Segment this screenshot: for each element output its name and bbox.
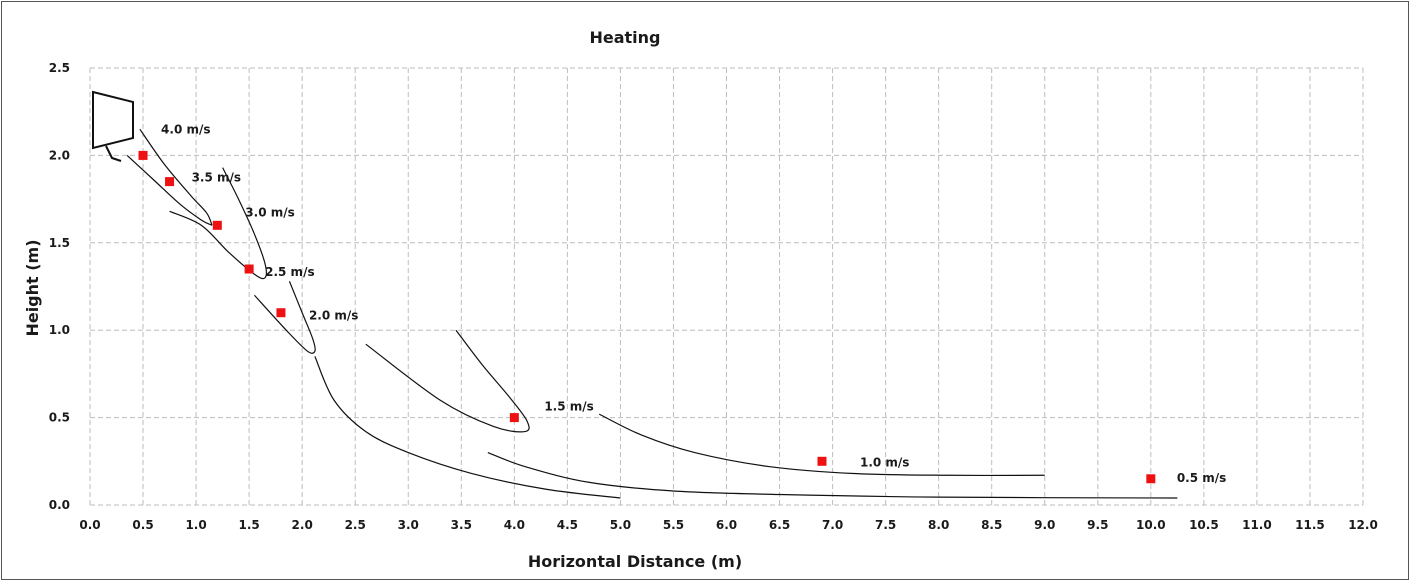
x-tick-label: 2.5: [345, 518, 366, 532]
x-tick-label: 3.0: [398, 518, 419, 532]
x-tick-label: 11.0: [1242, 518, 1272, 532]
velocity-contour-5: [314, 356, 621, 499]
x-tick-label: 11.5: [1295, 518, 1325, 532]
speed-label: 3.0 m/s: [245, 205, 294, 219]
speed-label: 2.5 m/s: [265, 265, 314, 279]
air-outlet-icon: [92, 90, 134, 162]
velocity-contour-4: [253, 281, 316, 354]
x-axis-label: Horizontal Distance (m): [528, 552, 742, 571]
speed-label: 3.5 m/s: [192, 171, 241, 185]
speed-label: 4.0 m/s: [161, 122, 210, 136]
x-tick-label: 10.0: [1136, 518, 1166, 532]
x-tick-label: 5.5: [663, 518, 684, 532]
speed-labels: 4.0 m/s 3.5 m/s 3.0 m/s 2.5 m/s 2.0 m/s 1.5 m…: [161, 122, 1226, 484]
y-tick-label: 0.5: [49, 411, 70, 425]
speed-label: 2.0 m/s: [309, 309, 358, 323]
data-point: [1146, 474, 1156, 484]
x-tick-label: 0.0: [79, 518, 100, 532]
x-tick-label: 9.5: [1087, 518, 1108, 532]
x-tick-label: 0.5: [132, 518, 153, 532]
grid-lines: [89, 67, 1364, 506]
speed-label: 1.0 m/s: [860, 455, 909, 469]
x-tick-label: 8.0: [928, 518, 949, 532]
y-axis-label: Height (m): [23, 239, 42, 336]
x-tick-label: 12.0: [1348, 518, 1378, 532]
data-point: [165, 177, 175, 187]
x-tick-label: 6.0: [716, 518, 737, 532]
data-point: [817, 456, 827, 466]
y-tick-labels: 0.0 0.5 1.0 1.5 2.0 2.5: [49, 61, 70, 512]
velocity-contour-2: [126, 154, 213, 226]
y-tick-label: 2.0: [49, 148, 70, 162]
velocity-contours: [126, 128, 1178, 499]
speed-label: 0.5 m/s: [1177, 471, 1226, 485]
data-point: [509, 413, 519, 423]
data-points: [138, 150, 1156, 484]
velocity-contour-8: [487, 451, 1178, 499]
data-point: [276, 308, 286, 318]
x-tick-label: 7.5: [875, 518, 896, 532]
x-tick-label: 9.0: [1034, 518, 1055, 532]
data-point: [212, 220, 222, 230]
data-point: [138, 150, 148, 160]
velocity-contour-6: [365, 329, 530, 433]
velocity-contour-1: [139, 128, 213, 226]
x-tick-label: 1.5: [238, 518, 259, 532]
y-tick-label: 1.0: [49, 323, 70, 337]
velocity-contour-7: [598, 413, 1045, 477]
x-tick-labels: 0.0 0.5 1.0 1.5 2.0 2.5 3.0 3.5 4.0 4.5 5.0 5.5 6.0 6…: [79, 518, 1377, 532]
x-tick-label: 4.5: [557, 518, 578, 532]
x-tick-label: 4.0: [504, 518, 525, 532]
x-tick-label: 2.0: [292, 518, 313, 532]
y-tick-label: 2.5: [49, 61, 70, 75]
x-tick-label: 1.0: [185, 518, 206, 532]
x-tick-label: 5.0: [610, 518, 631, 532]
velocity-contour-3: [169, 167, 267, 280]
x-tick-label: 7.0: [822, 518, 843, 532]
y-tick-label: 0.0: [49, 498, 70, 512]
y-tick-label: 1.5: [49, 236, 70, 250]
x-tick-label: 10.5: [1189, 518, 1219, 532]
data-point: [244, 264, 254, 274]
x-tick-label: 8.5: [981, 518, 1002, 532]
x-tick-label: 6.5: [769, 518, 790, 532]
x-tick-label: 3.5: [451, 518, 472, 532]
speed-label: 1.5 m/s: [544, 400, 593, 414]
chart-title: Heating: [589, 28, 660, 47]
